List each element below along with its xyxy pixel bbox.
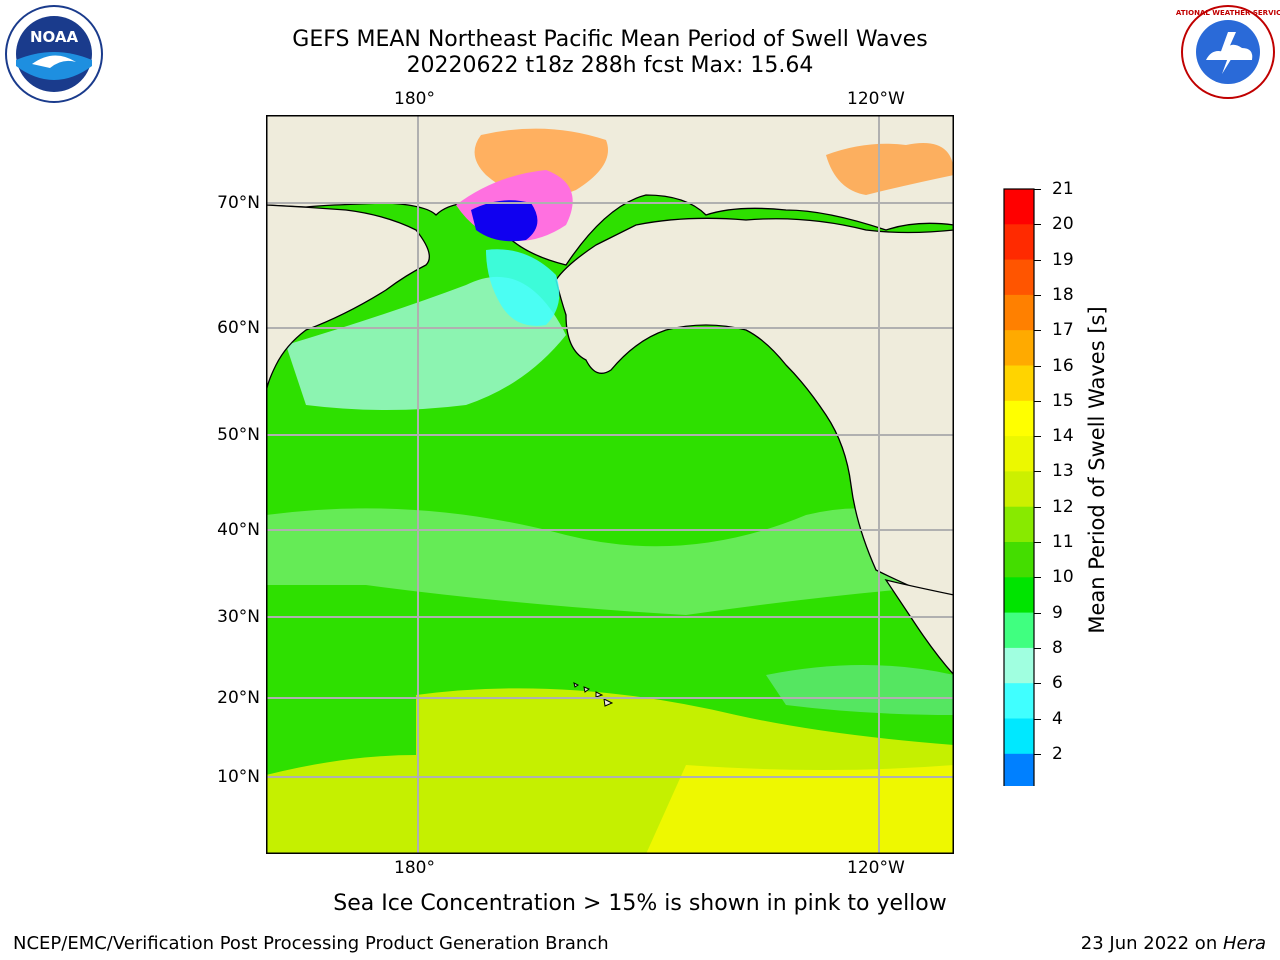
map-panel <box>266 115 954 854</box>
land-alaska <box>555 217 954 606</box>
colorbar-segment <box>1004 542 1034 578</box>
map-frame <box>266 115 954 854</box>
colorbar-frame <box>1003 188 1035 786</box>
colorbar-tick-mark <box>1034 259 1041 261</box>
arctic-east-ice <box>826 143 954 195</box>
colorbar-tick-mark <box>1034 753 1041 755</box>
colorbar-segment <box>1004 577 1034 614</box>
swell-patch-bering <box>286 276 566 410</box>
colorbar-tick-mark <box>1034 189 1041 190</box>
lat-tick-40n: 40°N <box>217 520 260 540</box>
colorbar-segment <box>1004 683 1034 719</box>
colorbar-tick-label: 19 <box>1052 249 1074 270</box>
land-alaska-asia <box>266 115 954 266</box>
colorbar-tick-mark <box>1034 436 1041 438</box>
colorbar-segment <box>1004 365 1034 402</box>
footer-host: Hera <box>1222 933 1266 954</box>
colorbar-tick-mark <box>1034 647 1041 649</box>
colorbar-tick-label: 11 <box>1052 532 1074 552</box>
chart-title: GEFS MEAN Northeast Pacific Mean Period … <box>292 27 928 52</box>
lat-tick-30n: 30°N <box>217 607 260 627</box>
noaa-logo: NOAA <box>5 5 103 103</box>
colorbar-segment <box>1004 612 1034 649</box>
colorbar-label: Mean Period of Swell Waves [s] <box>1085 306 1109 634</box>
top-lon-tick-120w: 120°W <box>847 89 905 109</box>
footer-date-text: 23 Jun 2022 on <box>1080 933 1223 954</box>
swell-patch-east <box>766 665 954 715</box>
colorbar-tick-label: 2 <box>1052 743 1063 764</box>
colorbar-segment <box>1004 259 1034 296</box>
colorbar-tick-label: 13 <box>1052 461 1074 482</box>
chart-subtitle: 20220622 t18z 288h fcst Max: 15.64 <box>406 53 814 78</box>
colorbar-tick-label: 17 <box>1052 320 1074 341</box>
colorbar-tick-mark <box>1034 330 1041 332</box>
colorbar-tick-mark <box>1034 294 1041 296</box>
colorbar-tick-label: 10 <box>1052 567 1074 588</box>
colorbar-tick-mark <box>1034 683 1041 685</box>
colorbar-tick-mark <box>1034 718 1041 720</box>
colorbar-tick-mark <box>1034 400 1041 402</box>
colorbar-tick-label: 9 <box>1052 602 1063 623</box>
colorbar-tick-mark <box>1034 471 1041 473</box>
colorbar-segment <box>1004 471 1034 508</box>
bottom-lon-tick-120w: 120°W <box>847 858 905 878</box>
colorbar <box>1003 188 1035 786</box>
sea-ice-blue <box>471 200 538 242</box>
colorbar-segment <box>1004 330 1034 366</box>
hawaii-islands <box>573 682 614 707</box>
colorbar-tick-label: 15 <box>1052 390 1074 411</box>
lat-tick-50n: 50°N <box>217 425 260 445</box>
colorbar-segment <box>1004 224 1034 261</box>
lat-tick-10n: 10°N <box>217 767 260 787</box>
colorbar-tick-label: 20 <box>1052 214 1074 235</box>
colorbar-tick-label: 18 <box>1052 284 1074 305</box>
lat-tick-70n: 70°N <box>217 193 260 213</box>
lat-tick-20n: 20°N <box>217 688 260 708</box>
colorbar-segment <box>1004 506 1034 543</box>
colorbar-tick-label: 12 <box>1052 496 1074 517</box>
colorbar-tick-mark <box>1034 506 1041 508</box>
footer-date: 23 Jun 2022 on Hera <box>1081 933 1266 955</box>
swell-band-southeast <box>646 765 954 854</box>
colorbar-tick-mark <box>1034 365 1041 367</box>
land-siberia <box>266 204 430 396</box>
colorbar-segment <box>1004 718 1034 755</box>
nws-logo-text: NATIONAL WEATHER SERVICE <box>1176 9 1280 17</box>
footer-credit: NCEP/EMC/Verification Post Processing Pr… <box>13 933 609 954</box>
bering-strait-cyan <box>486 249 560 326</box>
colorbar-tick-mark <box>1034 542 1041 543</box>
lat-tick-60n: 60°N <box>217 318 260 338</box>
colorbar-segment <box>1004 753 1034 786</box>
colorbar-tick-label: 8 <box>1052 637 1063 658</box>
colorbar-segment <box>1004 400 1034 437</box>
colorbar-segment <box>1004 294 1034 331</box>
land-west-coast <box>884 578 954 676</box>
top-lon-tick-180: 180° <box>394 89 435 109</box>
colorbar-segment <box>1004 647 1034 684</box>
colorbar-tick-label: 16 <box>1052 355 1074 376</box>
swell-patch-central <box>266 508 954 615</box>
colorbar-tick-label: 6 <box>1052 673 1063 694</box>
colorbar-tick-label: 14 <box>1052 426 1074 447</box>
colorbar-segment <box>1004 436 1034 472</box>
colorbar-tick-label: 4 <box>1052 708 1063 729</box>
nws-logo: NATIONAL WEATHER SERVICE <box>1176 5 1280 99</box>
bottom-lon-tick-180: 180° <box>394 858 435 878</box>
colorbar-tick-mark <box>1034 612 1041 614</box>
colorbar-tick-mark <box>1034 224 1041 226</box>
graticule <box>266 115 954 854</box>
colorbar-segment <box>1004 189 1034 225</box>
noaa-logo-text: NOAA <box>30 28 79 46</box>
sea-ice-caption: Sea Ice Concentration > 15% is shown in … <box>333 891 947 916</box>
colorbar-tick-label: 21 <box>1052 179 1074 199</box>
colorbar-tick-mark <box>1034 577 1041 579</box>
